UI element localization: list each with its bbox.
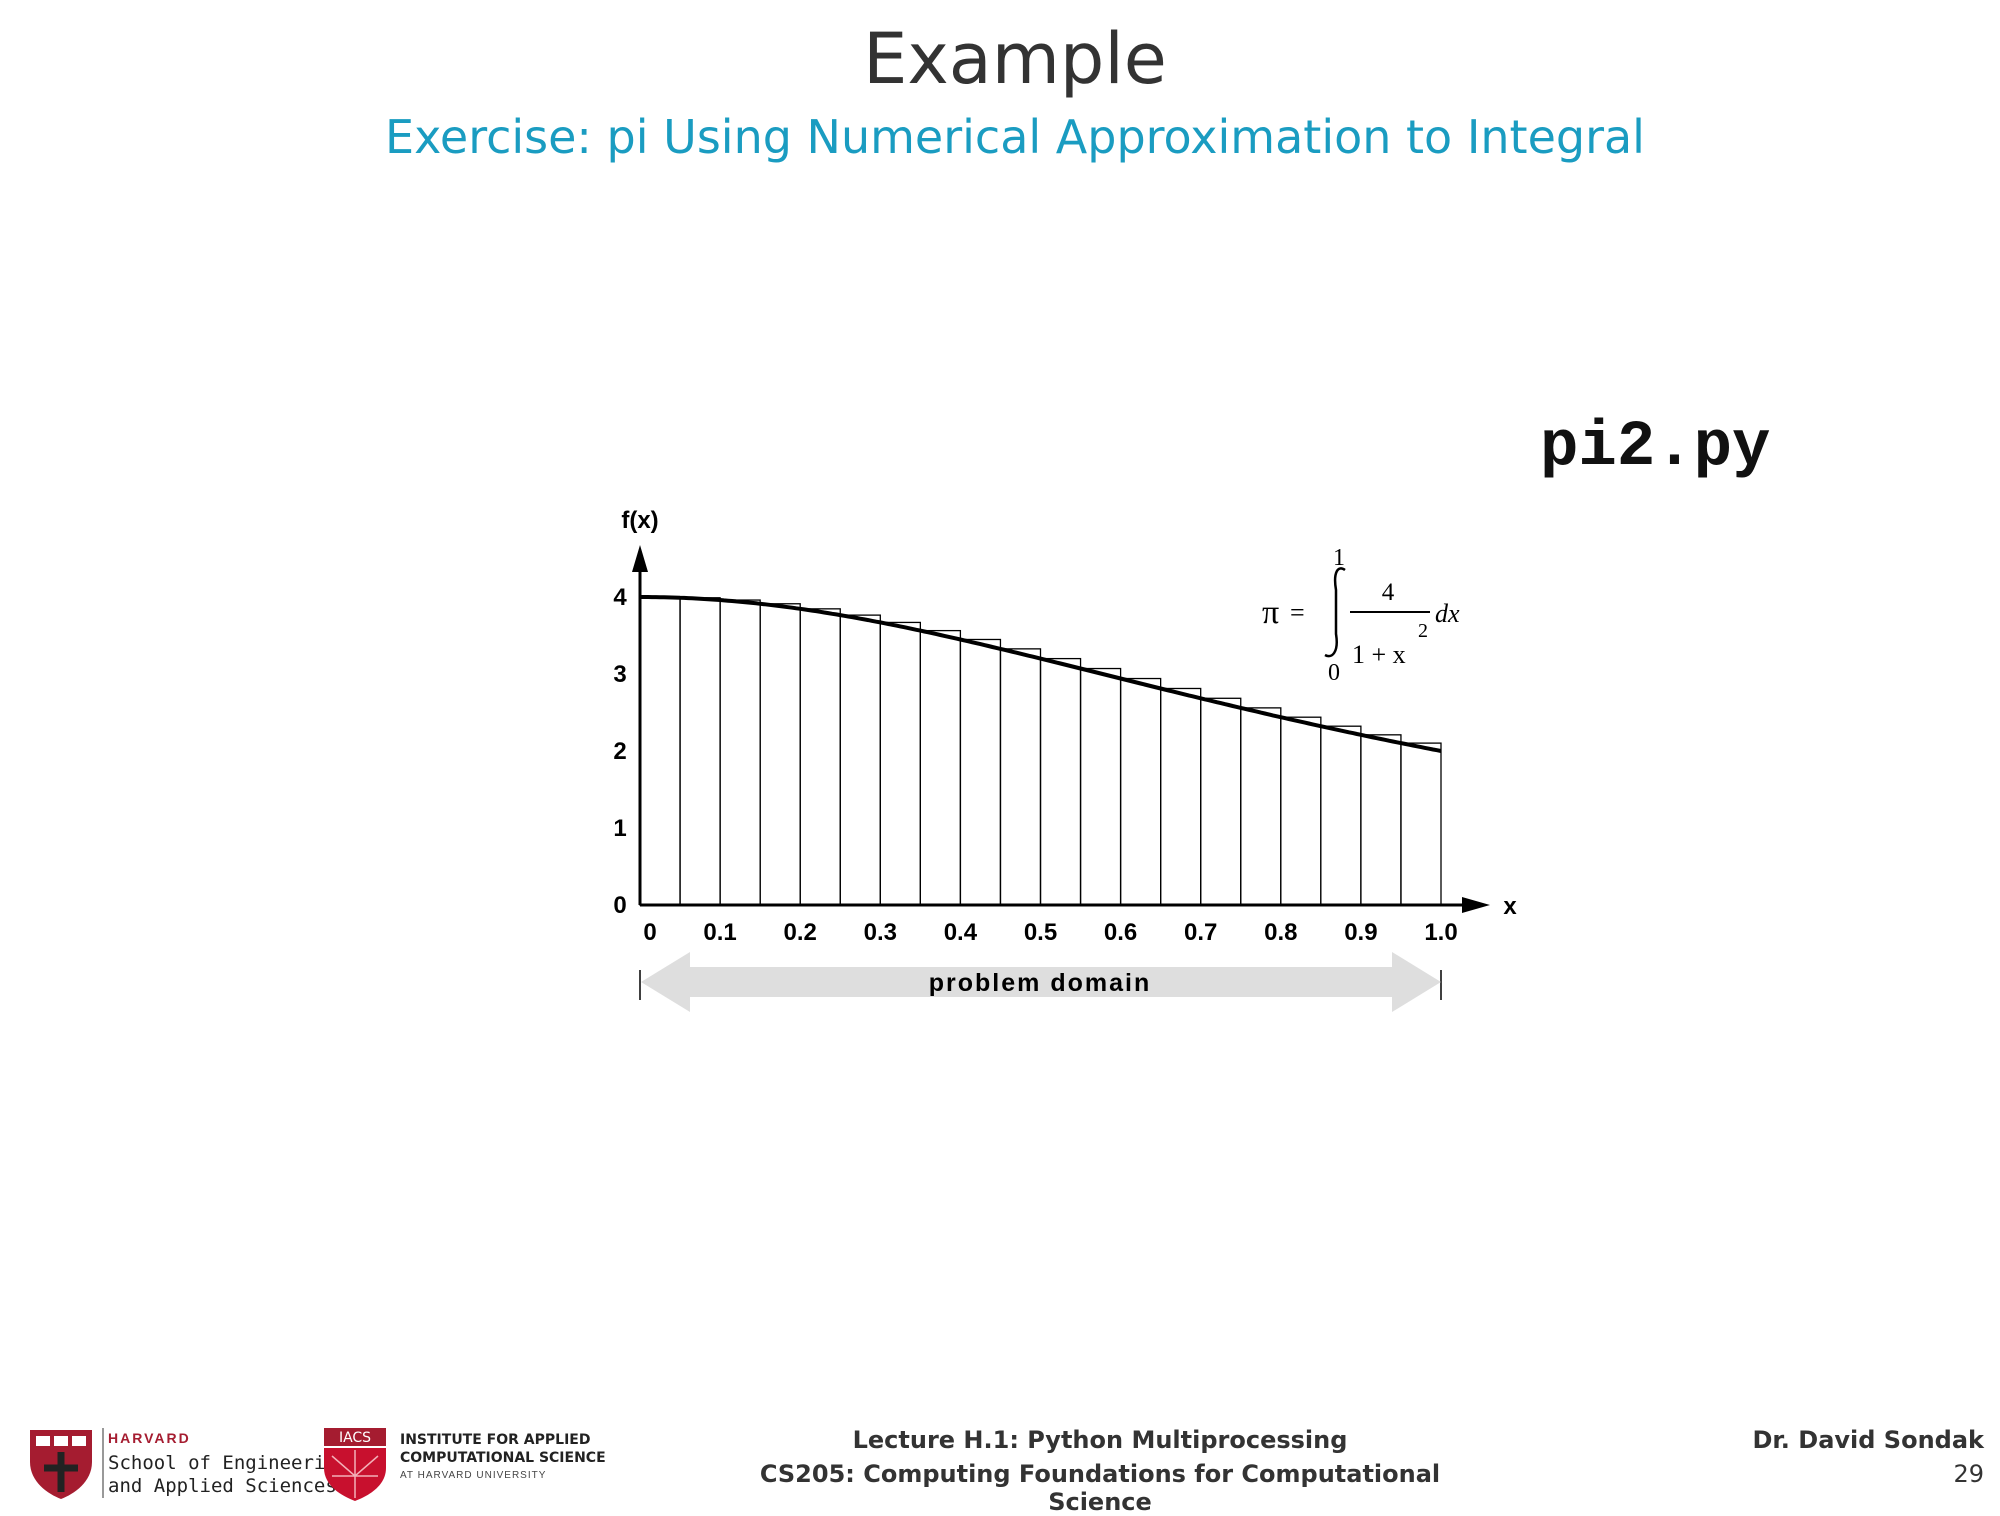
x-tick-label: 0.2 (784, 919, 817, 946)
pi-integral-formula: π = 1 0 4 1 + x 2 dx (1262, 545, 1460, 686)
approximation-rectangle (839, 614, 881, 906)
x-tick-label: 0.4 (944, 919, 978, 946)
approximation-rectangle (1160, 687, 1202, 906)
iacs-line2: COMPUTATIONAL SCIENCE (400, 1450, 606, 1466)
x-tick-label: 1.0 (1424, 919, 1457, 946)
x-axis-label: x (1503, 893, 1517, 920)
slide-subtitle: Exercise: pi Using Numerical Approximati… (385, 110, 1645, 164)
formula-exponent: 2 (1418, 620, 1428, 642)
x-tick-labels: 0 0.1 0.2 0.3 0.4 0.5 0.6 0.7 0.8 0.9 1.0 (643, 919, 1457, 946)
y-tick-label: 3 (613, 661, 626, 688)
approximation-rectangle (1400, 742, 1442, 906)
iacs-logo: IACS INSTITUTE FOR APPLIED COMPUTATIONAL… (322, 1426, 606, 1507)
function-curve (640, 595, 1442, 753)
domain-double-arrow-icon (641, 952, 1441, 1012)
x-tick-label: 0.9 (1344, 919, 1377, 946)
harvard-shield-icon (30, 1430, 92, 1499)
iacs-line1: INSTITUTE FOR APPLIED (400, 1432, 591, 1448)
approximation-rectangle (759, 603, 801, 906)
approximation-rectangle (1079, 667, 1122, 906)
approximation-rectangle (799, 608, 841, 906)
iacs-shield-icon: IACS (324, 1428, 386, 1501)
footer-course: CS205: Computing Foundations for Computa… (759, 1460, 1441, 1516)
formula-differential: dx (1435, 599, 1460, 628)
formula-equals: = (1290, 598, 1305, 627)
footer-author: Dr. David Sondak (1752, 1426, 1984, 1454)
y-tick-label: 4 (613, 584, 627, 611)
y-tick-labels: 0 1 2 3 4 (613, 584, 627, 919)
iacs-line3: AT HARVARD UNIVERSITY (400, 1470, 547, 1481)
approximation-rectangle (1280, 716, 1322, 906)
y-axis-arrow-icon (632, 545, 648, 572)
approximation-rectangle (999, 648, 1042, 906)
formula-upper-limit: 1 (1333, 545, 1345, 571)
harvard-school-line1: School of Engineering (108, 1452, 349, 1474)
approximation-rectangles (639, 596, 1442, 906)
domain-label: problem domain (929, 969, 1151, 997)
approximation-rectangle (719, 599, 761, 906)
approximation-rectangle (1119, 677, 1162, 906)
page-number: 29 (1953, 1460, 1984, 1488)
x-tick-label: 0.1 (703, 919, 736, 946)
formula-lhs: π (1262, 594, 1279, 631)
approximation-rectangle (639, 596, 681, 906)
formula-lower-limit: 0 (1328, 660, 1340, 686)
approximation-rectangle (1360, 734, 1402, 906)
approximation-rectangle (959, 638, 1002, 906)
y-tick-label: 0 (613, 892, 626, 919)
y-axis-label: f(x) (621, 507, 658, 534)
approximation-rectangle (919, 629, 962, 906)
filename-label: pi2.py (1540, 412, 1771, 484)
iacs-badge-text: IACS (339, 1430, 371, 1446)
harvard-name: HARVARD (108, 1430, 191, 1446)
x-tick-label: 0.8 (1264, 919, 1297, 946)
x-tick-label: 0.3 (864, 919, 897, 946)
integral-sign-icon (1324, 567, 1346, 658)
approximation-rectangle (879, 621, 921, 906)
y-tick-label: 2 (613, 738, 626, 765)
x-tick-label: 0 (643, 919, 656, 946)
approximation-rectangle (1240, 707, 1282, 906)
x-axis-arrow-icon (1462, 897, 1490, 913)
approximation-rectangle (1320, 725, 1362, 906)
harvard-school-line2: and Applied Sciences (108, 1475, 337, 1497)
x-tick-label: 0.7 (1184, 919, 1217, 946)
footer-lecture: Lecture H.1: Python Multiprocessing (852, 1426, 1348, 1454)
approximation-rectangle (1039, 657, 1082, 906)
formula-denominator: 1 + x (1352, 640, 1406, 669)
y-tick-label: 1 (613, 815, 626, 842)
harvard-seas-logo: HARVARD School of Engineering and Applie… (28, 1428, 348, 1505)
formula-numerator: 4 (1382, 579, 1395, 606)
slide-title: Example (863, 18, 1167, 100)
approximation-rectangle (1200, 697, 1242, 906)
approximation-rectangle (679, 597, 721, 906)
x-tick-label: 0.5 (1024, 919, 1057, 946)
x-tick-label: 0.6 (1104, 919, 1137, 946)
